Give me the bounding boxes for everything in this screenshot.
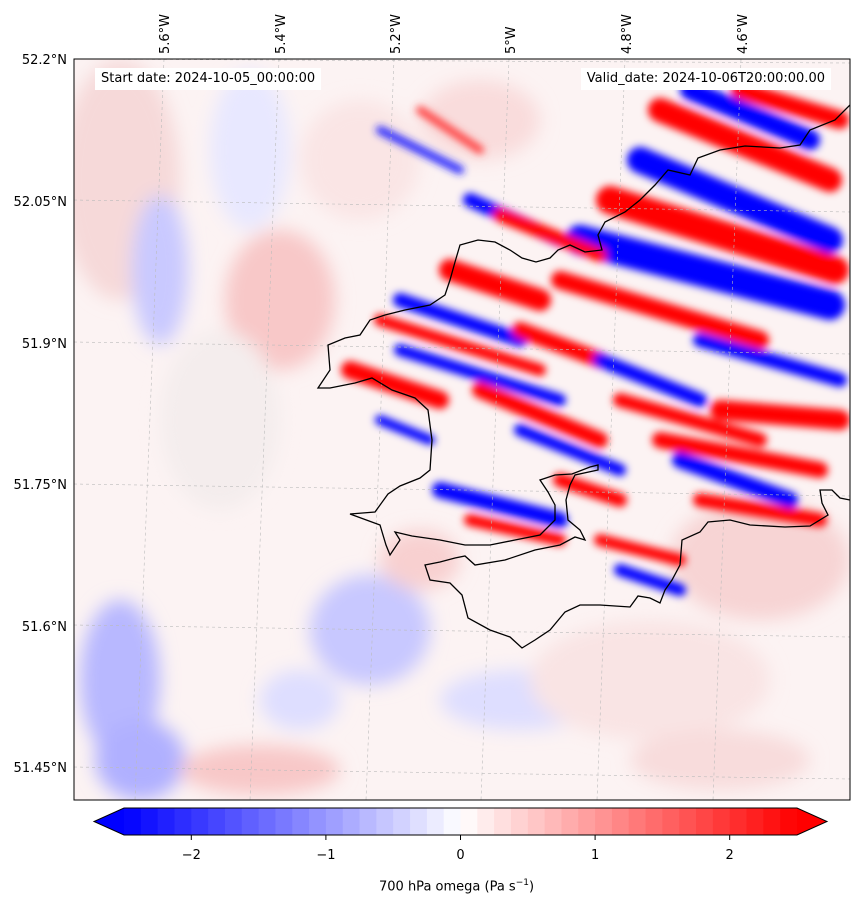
- colorbar-segment: [443, 808, 462, 835]
- colorbar-segment: [510, 808, 529, 835]
- lon-label: 5.4°W: [274, 14, 289, 54]
- colorbar-segment: [325, 808, 344, 835]
- map-frame: [73, 58, 851, 801]
- coastline: [316, 104, 850, 649]
- colorbar-segment: [460, 808, 478, 835]
- lat-label: 51.6°N: [22, 620, 67, 635]
- colorbar-label-exponent: −1: [515, 878, 529, 888]
- lon-label: 5°W: [504, 26, 519, 54]
- colorbar-segment: [224, 808, 243, 835]
- colorbar-segment: [258, 808, 277, 835]
- lon-label: 4.6°W: [736, 14, 751, 54]
- lon-label: 4.8°W: [620, 14, 635, 54]
- colorbar-segment: [679, 808, 697, 835]
- lat-label: 51.45°N: [14, 761, 67, 776]
- lat-label: 51.75°N: [14, 478, 67, 493]
- colorbar-segment: [494, 808, 512, 835]
- colorbar-segment: [309, 808, 327, 835]
- colorbar-segment: [124, 808, 142, 835]
- colorbar-segment: [763, 808, 781, 835]
- colorbar-segment: [578, 808, 596, 835]
- colorbar-tick-label: 2: [726, 848, 734, 863]
- valid-date-label: Valid_date: 2024-10-06T20:00:00.00: [580, 68, 831, 90]
- colorbar-segment: [696, 808, 714, 835]
- colorbar-segment: [746, 808, 764, 835]
- colorbar-segment: [662, 808, 680, 835]
- lon-label: 5.2°W: [389, 14, 404, 54]
- lon-labels: 5.6°W 5.4°W 5.2°W 5°W 4.8°W 4.6°W: [158, 14, 751, 54]
- colorbar-label-close: ): [528, 879, 535, 895]
- colorbar-segment: [292, 808, 310, 835]
- colorbar-segment: [174, 808, 192, 835]
- background-patches: [74, 60, 850, 800]
- colorbar-label: 700 hPa omega (Pa s−1): [379, 878, 534, 894]
- colorbar-segment: [561, 808, 579, 835]
- colorbar-tick-label: −2: [182, 848, 201, 863]
- lat-label: 52.05°N: [14, 195, 67, 210]
- colorbar-segment: [712, 808, 731, 835]
- colorbar-segment: [477, 808, 495, 835]
- colorbar-segment: [595, 808, 613, 835]
- colorbar-segment: [342, 808, 361, 835]
- colorbar-segment: [410, 808, 428, 835]
- colorbar-label-text: 700 hPa omega (Pa s: [379, 879, 516, 895]
- lon-label: 5.6°W: [158, 14, 173, 54]
- colorbar-segment: [527, 808, 546, 835]
- colorbar-segment: [729, 808, 748, 835]
- lat-labels: 52.2°N 52.05°N 51.9°N 51.75°N 51.6°N 51.…: [14, 53, 67, 776]
- colorbar-segment: [426, 808, 445, 835]
- colorbar-segment: [645, 808, 663, 835]
- wave-bands: [341, 80, 850, 596]
- colorbar-segment: [241, 808, 260, 835]
- colorbar-segment: [628, 808, 647, 835]
- start-date-label: Start date: 2024-10-05_00:00:00: [95, 68, 322, 90]
- colorbar-segment: [393, 808, 411, 835]
- colorbar-tick-label: 0: [456, 848, 464, 863]
- colorbar-extend-low: [94, 808, 124, 835]
- omega-field: [74, 59, 850, 800]
- lat-label: 52.2°N: [22, 53, 67, 68]
- colorbar-segment: [611, 808, 630, 835]
- colorbar-outline: [92, 807, 829, 836]
- colorbar-tick-label: −1: [316, 848, 335, 863]
- colorbar-segment: [359, 808, 377, 835]
- colorbar-segment: [275, 808, 293, 835]
- colorbar-segment: [544, 808, 563, 835]
- colorbar-extend-high: [797, 808, 827, 835]
- colorbar-segment: [376, 808, 394, 835]
- lat-label: 51.9°N: [22, 337, 67, 352]
- colorbar-segment: [140, 808, 159, 835]
- colorbar-segment: [157, 808, 176, 835]
- colorbar-segment: [208, 808, 226, 835]
- colorbar: −2 −1 0 1 2: [92, 807, 829, 863]
- colorbar-tick-label: 1: [591, 848, 599, 863]
- colorbar-segment: [780, 808, 798, 835]
- colorbar-segment: [191, 808, 209, 835]
